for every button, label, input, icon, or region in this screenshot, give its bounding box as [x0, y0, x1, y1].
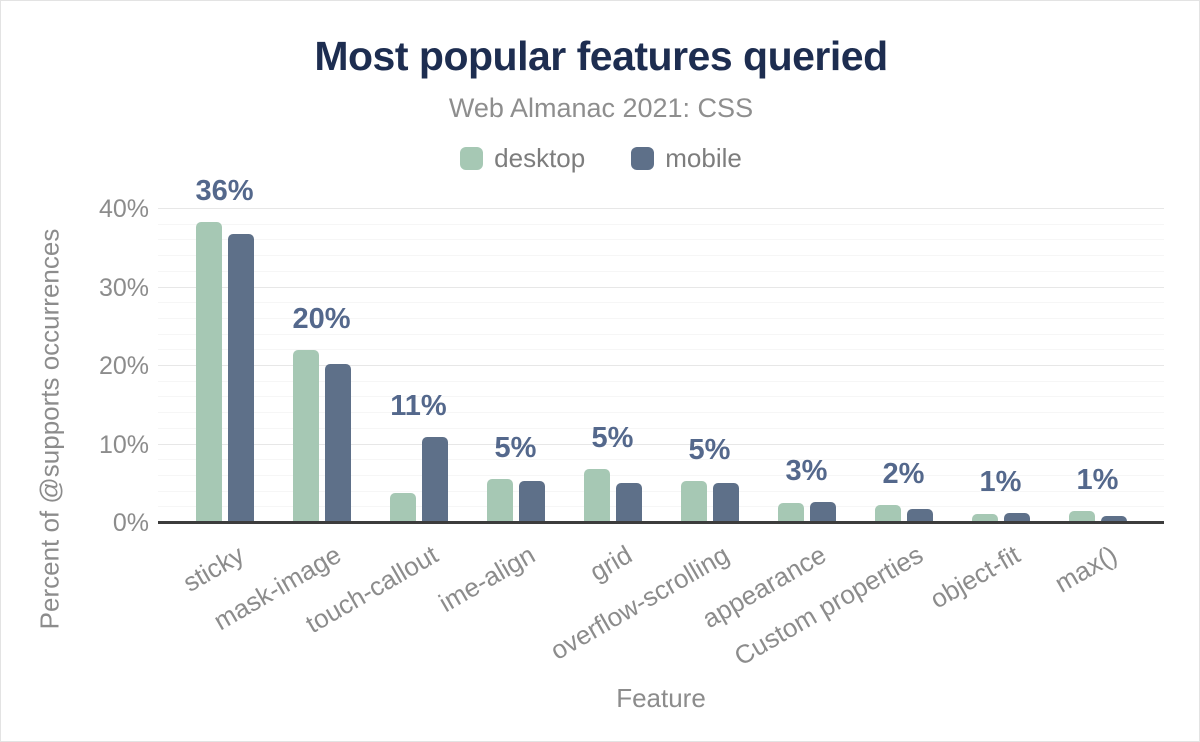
- bar-mobile[interactable]: [227, 234, 254, 523]
- legend: desktop mobile: [1, 143, 1200, 174]
- legend-swatch-icon: [631, 147, 655, 170]
- bar-group-touch-callout: 11%: [370, 209, 467, 523]
- minor-gridline: [158, 412, 1164, 414]
- minor-gridline: [158, 490, 1164, 492]
- value-label: 1%: [979, 465, 1022, 498]
- bar-mobile[interactable]: [1100, 515, 1127, 523]
- bar-desktop[interactable]: [583, 468, 610, 523]
- y-tick-label: 30%: [98, 273, 149, 302]
- legend-item-mobile[interactable]: mobile: [631, 143, 742, 174]
- chart-title: Most popular features queried: [314, 33, 888, 79]
- bars-container: 36% 20% 11% 5% 5% 5% 3% 2% 1% 1%: [158, 177, 1164, 523]
- bar-mobile[interactable]: [615, 482, 642, 523]
- minor-gridline: [158, 333, 1164, 335]
- bar-group-mask-image: 20%: [273, 209, 370, 523]
- value-label: 5%: [591, 421, 634, 454]
- value-label: 5%: [494, 432, 537, 465]
- plot-area: 36% 20% 11% 5% 5% 5% 3% 2% 1% 1%: [158, 177, 1164, 524]
- minor-gridline: [158, 349, 1164, 351]
- bar-desktop[interactable]: [680, 480, 707, 523]
- value-label: 1%: [1076, 464, 1119, 497]
- bar-group-custom-properties: 2%: [855, 209, 952, 523]
- minor-gridline: [158, 474, 1164, 476]
- bar-desktop[interactable]: [486, 479, 513, 523]
- bar-desktop[interactable]: [777, 503, 804, 523]
- bar-mobile[interactable]: [1003, 512, 1030, 523]
- y-tick-label: 40%: [98, 195, 149, 223]
- bar-desktop[interactable]: [874, 504, 901, 523]
- minor-gridline: [158, 270, 1164, 272]
- bar-group-sticky: 36%: [176, 177, 273, 523]
- bar-group-object-fit: 1%: [952, 209, 1049, 523]
- bar-mobile[interactable]: [518, 481, 545, 523]
- bar-mobile[interactable]: [421, 437, 448, 523]
- x-axis-labels: sticky mask-image touch-callout ime-align gr…: [158, 539, 1164, 671]
- bar-desktop[interactable]: [195, 222, 222, 523]
- minor-gridline: [158, 317, 1164, 319]
- bar-desktop[interactable]: [971, 513, 998, 523]
- major-gridline: [158, 208, 1164, 209]
- bar-desktop[interactable]: [292, 350, 319, 523]
- value-label: 36%: [195, 175, 254, 208]
- minor-gridline: [158, 427, 1164, 429]
- legend-label: desktop: [494, 143, 586, 173]
- major-gridline: [158, 443, 1164, 445]
- value-label: 5%: [688, 433, 731, 466]
- minor-gridline: [158, 396, 1164, 398]
- x-axis-title: Feature: [616, 683, 706, 713]
- bar-group-overflow-scrolling: 5%: [661, 209, 758, 523]
- major-gridline: [158, 365, 1164, 366]
- legend-item-desktop[interactable]: desktop: [460, 143, 585, 174]
- y-tick-label: 10%: [98, 430, 149, 459]
- bar-desktop[interactable]: [1068, 511, 1095, 523]
- value-label: 11%: [390, 390, 447, 423]
- bar-group-appearance: 3%: [758, 209, 855, 523]
- minor-gridline: [158, 459, 1164, 461]
- bar-mobile[interactable]: [906, 508, 933, 523]
- bar-mobile[interactable]: [712, 482, 739, 523]
- y-tick-label: 0%: [112, 509, 149, 537]
- minor-gridline: [158, 255, 1164, 257]
- y-tick-label: 20%: [98, 352, 149, 380]
- bar-group-ime-align: 5%: [467, 209, 564, 523]
- bar-group-grid: 5%: [564, 209, 661, 523]
- x-axis-line: [158, 521, 1164, 524]
- value-label: 20%: [292, 303, 351, 336]
- legend-swatch-icon: [460, 147, 484, 170]
- major-gridline: [158, 286, 1164, 288]
- y-axis-ticks: 0% 10% 20% 30% 40%: [59, 196, 149, 536]
- bar-group-max-: 1%: [1049, 209, 1146, 523]
- chart-subtitle: Web Almanac 2021: CSS: [448, 93, 754, 123]
- minor-gridline: [158, 239, 1164, 241]
- minor-gridline: [158, 302, 1164, 304]
- minor-gridline: [158, 380, 1164, 382]
- bar-mobile[interactable]: [324, 363, 351, 523]
- value-label: 3%: [785, 454, 828, 487]
- bar-mobile[interactable]: [809, 501, 836, 523]
- minor-gridline: [158, 223, 1164, 225]
- minor-gridline: [158, 506, 1164, 508]
- value-label: 2%: [882, 457, 925, 490]
- legend-label: mobile: [665, 143, 742, 173]
- bar-desktop[interactable]: [389, 493, 416, 523]
